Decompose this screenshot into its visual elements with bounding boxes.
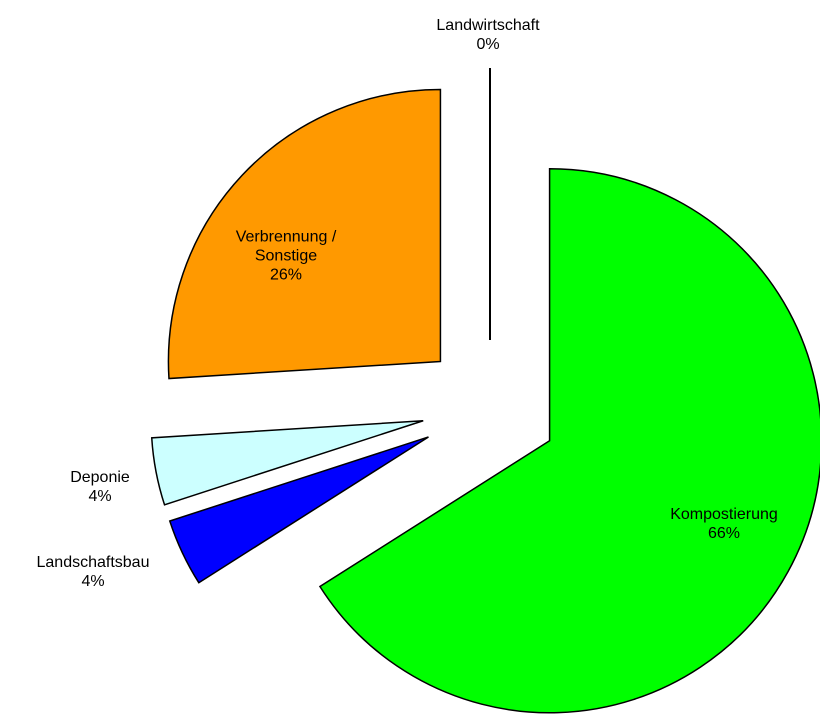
slice-value: 0% (476, 36, 500, 53)
pie-slice (167, 88, 442, 380)
slice-label: Landwirtschaft 0% (413, 16, 563, 54)
pie-slice (318, 168, 820, 714)
slice-label: Landschaftsbau 4% (18, 553, 168, 591)
slice-value: 4% (88, 488, 112, 505)
slice-name: Verbrennung / Sonstige (235, 228, 337, 265)
slice-name: Landwirtschaft (436, 17, 540, 34)
slice-name: Deponie (70, 469, 130, 486)
slice-value: 66% (707, 525, 741, 542)
slice-label: Deponie 4% (25, 468, 175, 506)
slice-label: Kompostierung 66% (649, 505, 799, 543)
slice-value: 4% (81, 573, 105, 590)
pie-slice (168, 436, 429, 584)
slice-name: Landschaftsbau (36, 554, 150, 571)
slice-name: Kompostierung (670, 506, 778, 523)
slice-label: Verbrennung / Sonstige 26% (216, 228, 356, 285)
pie-slice (150, 419, 424, 506)
slice-value: 26% (269, 266, 303, 284)
